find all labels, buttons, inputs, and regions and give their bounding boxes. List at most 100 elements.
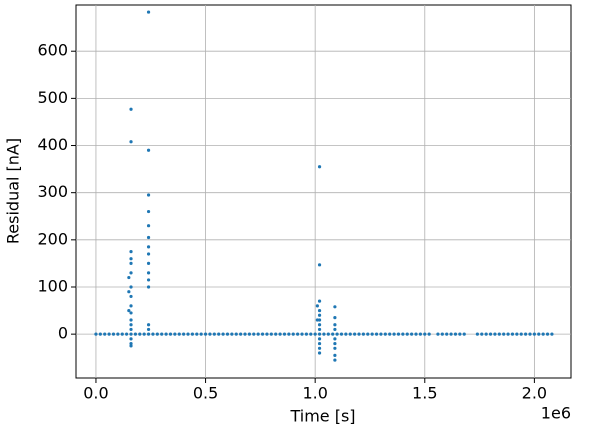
- data-point: [304, 332, 309, 336]
- data-point: [313, 332, 317, 336]
- data-point: [317, 346, 322, 350]
- data-point: [269, 332, 273, 336]
- y-axis-label: Residual [nA]: [4, 138, 23, 244]
- data-point: [317, 341, 322, 346]
- data-point: [357, 332, 361, 336]
- data-point: [146, 10, 151, 14]
- data-point: [146, 332, 151, 336]
- data-point: [173, 332, 177, 336]
- data-point: [339, 332, 344, 336]
- data-point: [146, 327, 151, 332]
- data-point: [212, 332, 216, 336]
- data-point: [291, 332, 295, 336]
- data-point: [528, 332, 532, 336]
- data-point: [440, 332, 444, 336]
- data-point: [317, 337, 322, 341]
- data-point: [195, 332, 199, 336]
- data-point: [379, 332, 383, 336]
- data-point: [361, 332, 365, 336]
- data-point: [414, 332, 418, 336]
- data-point: [300, 332, 304, 336]
- data-point: [333, 327, 337, 332]
- data-point: [348, 332, 352, 336]
- data-point: [116, 332, 120, 336]
- data-point: [405, 332, 409, 336]
- data-point: [125, 332, 129, 336]
- data-point: [353, 332, 357, 336]
- data-point: [326, 332, 330, 336]
- data-point: [256, 332, 260, 336]
- data-point: [94, 332, 98, 336]
- data-point: [265, 332, 269, 336]
- data-point: [383, 332, 387, 336]
- data-point: [221, 332, 225, 336]
- data-point: [129, 250, 133, 254]
- data-point: [225, 332, 230, 336]
- data-point: [502, 332, 506, 336]
- data-point: [317, 165, 322, 169]
- data-point: [129, 107, 133, 111]
- data-point: [418, 332, 422, 336]
- y-tick-label: 500: [37, 88, 68, 107]
- data-point: [296, 332, 300, 336]
- data-point: [445, 332, 449, 336]
- data-point: [333, 358, 337, 362]
- data-point: [333, 353, 337, 357]
- data-point: [315, 304, 319, 308]
- data-point: [427, 332, 431, 336]
- data-point: [480, 332, 484, 336]
- data-point: [146, 193, 151, 197]
- data-point: [146, 271, 151, 275]
- data-point: [203, 332, 208, 336]
- data-point: [317, 299, 322, 303]
- data-point: [129, 337, 133, 341]
- data-point: [129, 318, 133, 322]
- data-point: [182, 332, 186, 336]
- data-point: [208, 332, 212, 336]
- data-point: [155, 332, 159, 336]
- data-point: [127, 290, 131, 294]
- data-point: [177, 332, 181, 336]
- y-tick-label: 600: [37, 41, 68, 60]
- data-point: [515, 332, 519, 336]
- data-point: [333, 323, 337, 327]
- data-point: [423, 332, 427, 336]
- data-point: [484, 332, 488, 336]
- data-point: [129, 261, 133, 266]
- data-point: [129, 311, 133, 315]
- data-point: [129, 271, 133, 275]
- data-point: [458, 332, 462, 336]
- data-point: [287, 332, 291, 336]
- data-point: [317, 351, 322, 355]
- data-point: [317, 308, 322, 313]
- data-point: [510, 332, 515, 336]
- data-point: [230, 332, 234, 336]
- x-tick-label: 1.0: [302, 384, 327, 403]
- data-point: [317, 323, 322, 327]
- data-point: [366, 332, 370, 336]
- data-point: [493, 332, 497, 336]
- data-point: [146, 278, 151, 282]
- data-point: [234, 332, 238, 336]
- data-point: [129, 285, 133, 289]
- data-point: [120, 332, 124, 336]
- data-point: [129, 257, 133, 261]
- data-point: [388, 332, 392, 336]
- data-point: [127, 308, 131, 313]
- data-point: [129, 323, 133, 327]
- data-point: [111, 332, 116, 336]
- data-point: [239, 332, 243, 336]
- data-point: [370, 332, 374, 336]
- data-point: [315, 318, 319, 322]
- data-point: [146, 261, 151, 266]
- data-point: [410, 332, 414, 336]
- y-tick-label: 200: [37, 229, 68, 248]
- data-point: [274, 332, 278, 336]
- y-tick-label: 300: [37, 182, 68, 201]
- data-point: [129, 327, 133, 332]
- data-point: [151, 332, 155, 336]
- data-point: [252, 332, 256, 336]
- data-point: [129, 344, 133, 348]
- data-point: [217, 332, 221, 336]
- data-point: [309, 332, 313, 336]
